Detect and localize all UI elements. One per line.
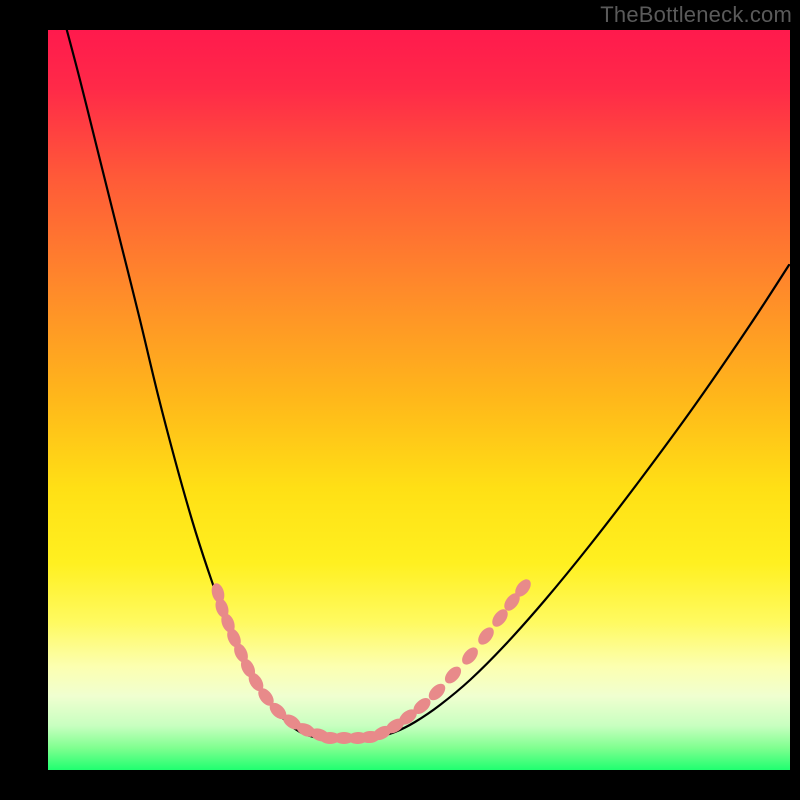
chart-container: TheBottleneck.com <box>0 0 800 800</box>
chart-svg <box>0 0 800 800</box>
watermark-text: TheBottleneck.com <box>600 2 792 28</box>
frame-right <box>790 0 800 800</box>
frame-bottom <box>0 770 800 800</box>
frame-left <box>0 0 48 800</box>
